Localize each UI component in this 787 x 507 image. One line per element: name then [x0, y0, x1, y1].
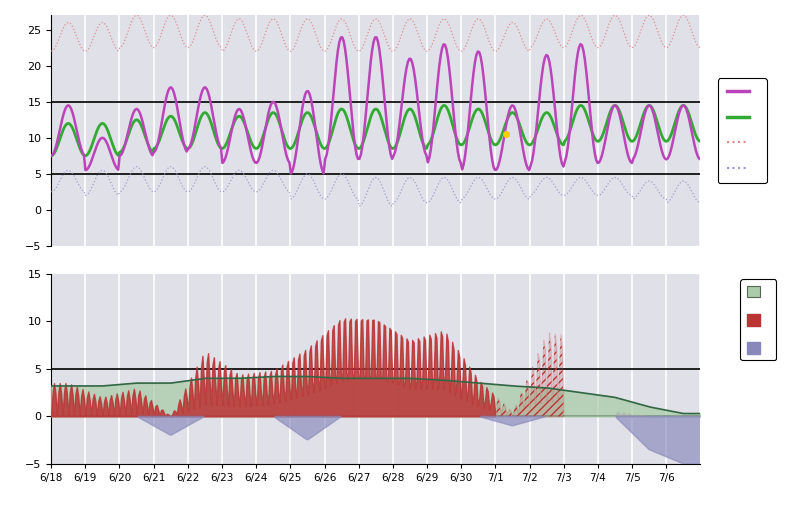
Legend: , , , : , , ,: [718, 78, 767, 183]
Legend: , , : , ,: [741, 279, 776, 360]
